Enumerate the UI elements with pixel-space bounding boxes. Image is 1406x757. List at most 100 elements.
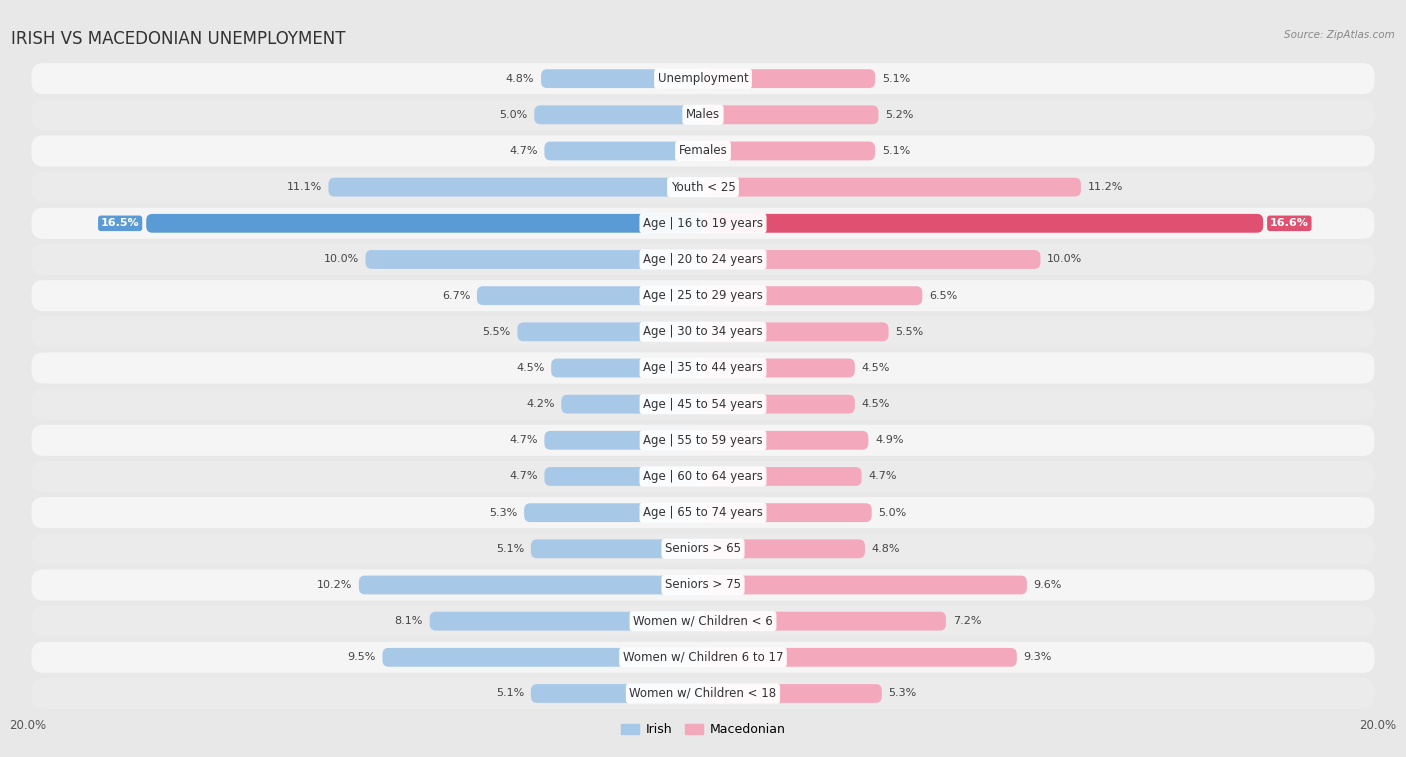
FancyBboxPatch shape <box>541 69 703 88</box>
Text: 4.7%: 4.7% <box>509 435 537 445</box>
FancyBboxPatch shape <box>703 612 946 631</box>
FancyBboxPatch shape <box>524 503 703 522</box>
Text: 5.1%: 5.1% <box>496 544 524 554</box>
Text: IRISH VS MACEDONIAN UNEMPLOYMENT: IRISH VS MACEDONIAN UNEMPLOYMENT <box>11 30 346 48</box>
Text: 4.7%: 4.7% <box>509 146 537 156</box>
FancyBboxPatch shape <box>31 244 1375 275</box>
Text: 5.1%: 5.1% <box>496 689 524 699</box>
Text: Women w/ Children 6 to 17: Women w/ Children 6 to 17 <box>623 651 783 664</box>
FancyBboxPatch shape <box>703 359 855 378</box>
FancyBboxPatch shape <box>703 648 1017 667</box>
FancyBboxPatch shape <box>31 678 1375 709</box>
Text: Age | 45 to 54 years: Age | 45 to 54 years <box>643 397 763 410</box>
Text: 9.5%: 9.5% <box>347 653 375 662</box>
Text: 7.2%: 7.2% <box>953 616 981 626</box>
FancyBboxPatch shape <box>703 250 1040 269</box>
FancyBboxPatch shape <box>31 316 1375 347</box>
Text: Youth < 25: Youth < 25 <box>671 181 735 194</box>
FancyBboxPatch shape <box>534 105 703 124</box>
Text: 16.5%: 16.5% <box>101 218 139 229</box>
Text: 4.5%: 4.5% <box>516 363 544 373</box>
Text: Age | 25 to 29 years: Age | 25 to 29 years <box>643 289 763 302</box>
FancyBboxPatch shape <box>146 214 703 232</box>
Text: Age | 55 to 59 years: Age | 55 to 59 years <box>643 434 763 447</box>
Text: 11.2%: 11.2% <box>1088 182 1123 192</box>
FancyBboxPatch shape <box>703 322 889 341</box>
Text: Unemployment: Unemployment <box>658 72 748 85</box>
FancyBboxPatch shape <box>31 461 1375 492</box>
Text: Age | 16 to 19 years: Age | 16 to 19 years <box>643 217 763 230</box>
Text: 9.6%: 9.6% <box>1033 580 1062 590</box>
FancyBboxPatch shape <box>31 606 1375 637</box>
FancyBboxPatch shape <box>31 280 1375 311</box>
FancyBboxPatch shape <box>544 431 703 450</box>
Text: Age | 60 to 64 years: Age | 60 to 64 years <box>643 470 763 483</box>
Text: Women w/ Children < 6: Women w/ Children < 6 <box>633 615 773 628</box>
Text: 5.3%: 5.3% <box>889 689 917 699</box>
Text: Males: Males <box>686 108 720 121</box>
FancyBboxPatch shape <box>382 648 703 667</box>
FancyBboxPatch shape <box>544 467 703 486</box>
Text: 4.2%: 4.2% <box>526 399 554 409</box>
Text: 5.5%: 5.5% <box>896 327 924 337</box>
FancyBboxPatch shape <box>31 569 1375 600</box>
FancyBboxPatch shape <box>31 425 1375 456</box>
Text: 4.7%: 4.7% <box>509 472 537 481</box>
Text: Age | 35 to 44 years: Age | 35 to 44 years <box>643 362 763 375</box>
Text: Seniors > 65: Seniors > 65 <box>665 542 741 556</box>
Text: Women w/ Children < 18: Women w/ Children < 18 <box>630 687 776 700</box>
FancyBboxPatch shape <box>703 431 869 450</box>
Text: 10.2%: 10.2% <box>316 580 352 590</box>
Text: 4.9%: 4.9% <box>875 435 904 445</box>
FancyBboxPatch shape <box>31 99 1375 130</box>
FancyBboxPatch shape <box>703 684 882 703</box>
Text: Age | 30 to 34 years: Age | 30 to 34 years <box>643 326 763 338</box>
FancyBboxPatch shape <box>703 69 875 88</box>
Text: 5.2%: 5.2% <box>886 110 914 120</box>
Text: 5.3%: 5.3% <box>489 508 517 518</box>
Text: 5.0%: 5.0% <box>879 508 907 518</box>
Text: 10.0%: 10.0% <box>323 254 359 264</box>
FancyBboxPatch shape <box>31 172 1375 203</box>
FancyBboxPatch shape <box>703 540 865 558</box>
FancyBboxPatch shape <box>703 142 875 160</box>
FancyBboxPatch shape <box>703 105 879 124</box>
FancyBboxPatch shape <box>703 467 862 486</box>
Text: 4.8%: 4.8% <box>872 544 900 554</box>
FancyBboxPatch shape <box>703 575 1026 594</box>
Text: 5.5%: 5.5% <box>482 327 510 337</box>
FancyBboxPatch shape <box>31 136 1375 167</box>
FancyBboxPatch shape <box>31 642 1375 673</box>
FancyBboxPatch shape <box>517 322 703 341</box>
FancyBboxPatch shape <box>531 684 703 703</box>
Text: Seniors > 75: Seniors > 75 <box>665 578 741 591</box>
Text: 10.0%: 10.0% <box>1047 254 1083 264</box>
Text: 9.3%: 9.3% <box>1024 653 1052 662</box>
Text: 16.6%: 16.6% <box>1270 218 1309 229</box>
FancyBboxPatch shape <box>703 503 872 522</box>
FancyBboxPatch shape <box>703 394 855 413</box>
FancyBboxPatch shape <box>31 353 1375 384</box>
FancyBboxPatch shape <box>31 497 1375 528</box>
Text: 11.1%: 11.1% <box>287 182 322 192</box>
Text: 4.5%: 4.5% <box>862 399 890 409</box>
Text: 5.0%: 5.0% <box>499 110 527 120</box>
FancyBboxPatch shape <box>561 394 703 413</box>
FancyBboxPatch shape <box>544 142 703 160</box>
Text: Age | 65 to 74 years: Age | 65 to 74 years <box>643 506 763 519</box>
Text: 5.1%: 5.1% <box>882 146 910 156</box>
FancyBboxPatch shape <box>359 575 703 594</box>
FancyBboxPatch shape <box>329 178 703 197</box>
Text: 4.5%: 4.5% <box>862 363 890 373</box>
Text: 4.7%: 4.7% <box>869 472 897 481</box>
Text: 6.5%: 6.5% <box>929 291 957 301</box>
FancyBboxPatch shape <box>703 178 1081 197</box>
FancyBboxPatch shape <box>703 214 1263 232</box>
FancyBboxPatch shape <box>31 63 1375 94</box>
FancyBboxPatch shape <box>531 540 703 558</box>
FancyBboxPatch shape <box>31 207 1375 239</box>
FancyBboxPatch shape <box>366 250 703 269</box>
FancyBboxPatch shape <box>477 286 703 305</box>
Text: Source: ZipAtlas.com: Source: ZipAtlas.com <box>1284 30 1395 40</box>
Text: 5.1%: 5.1% <box>882 73 910 83</box>
